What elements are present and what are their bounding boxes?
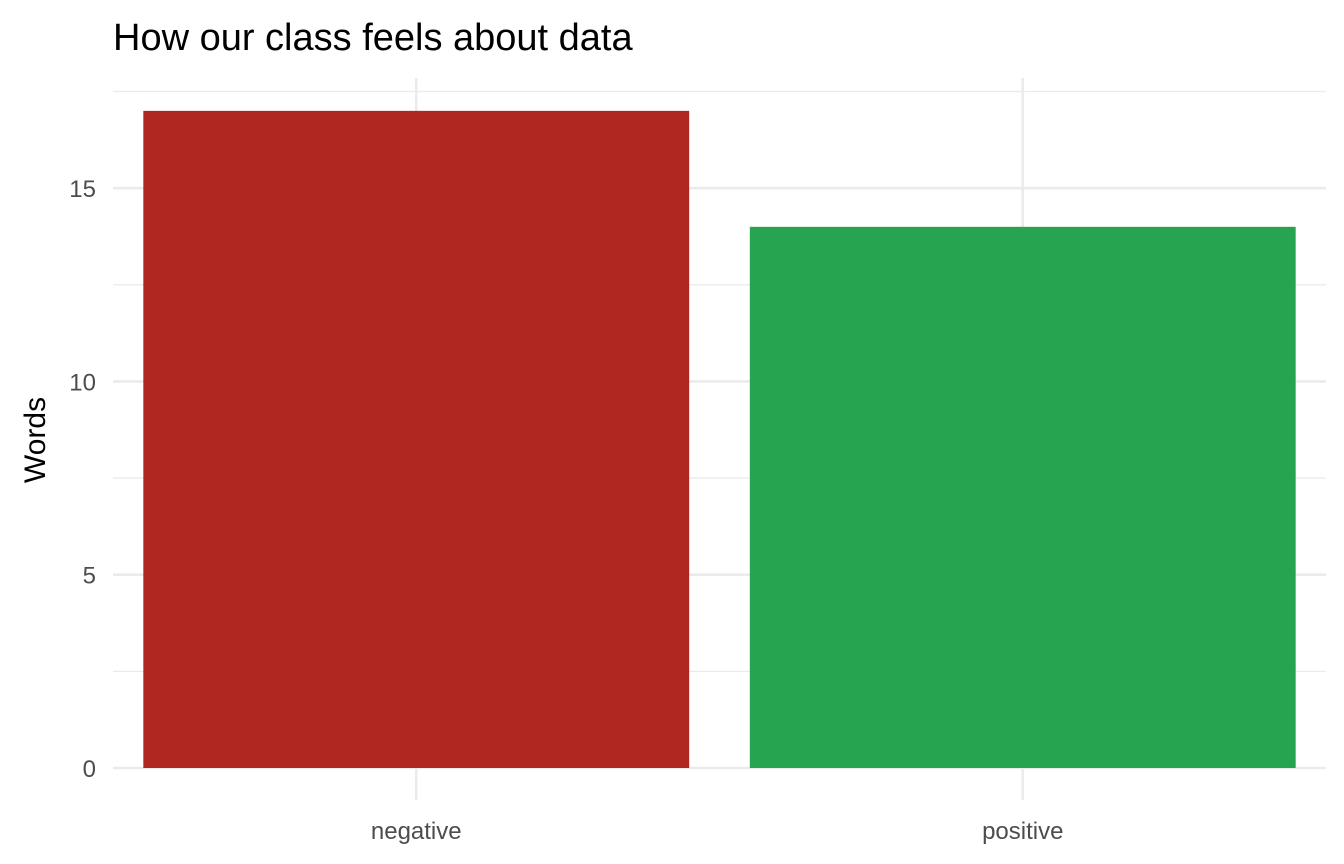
- y-tick-label: 15: [69, 176, 96, 203]
- bars: [143, 110, 1296, 769]
- bar-negative: [143, 110, 690, 769]
- x-tick-label: negative: [371, 818, 462, 845]
- y-tick-label: 5: [83, 563, 96, 590]
- y-axis-title: Words: [19, 397, 52, 483]
- chart-title: How our class feels about data: [113, 17, 633, 59]
- y-tick-label: 0: [83, 756, 96, 783]
- bar-positive: [749, 226, 1296, 768]
- y-tick-label: 10: [69, 369, 96, 396]
- x-axis-ticks: negative positive: [371, 818, 1064, 845]
- y-axis-ticks: 0 5 10 15: [69, 176, 96, 783]
- x-tick-label: positive: [982, 818, 1063, 845]
